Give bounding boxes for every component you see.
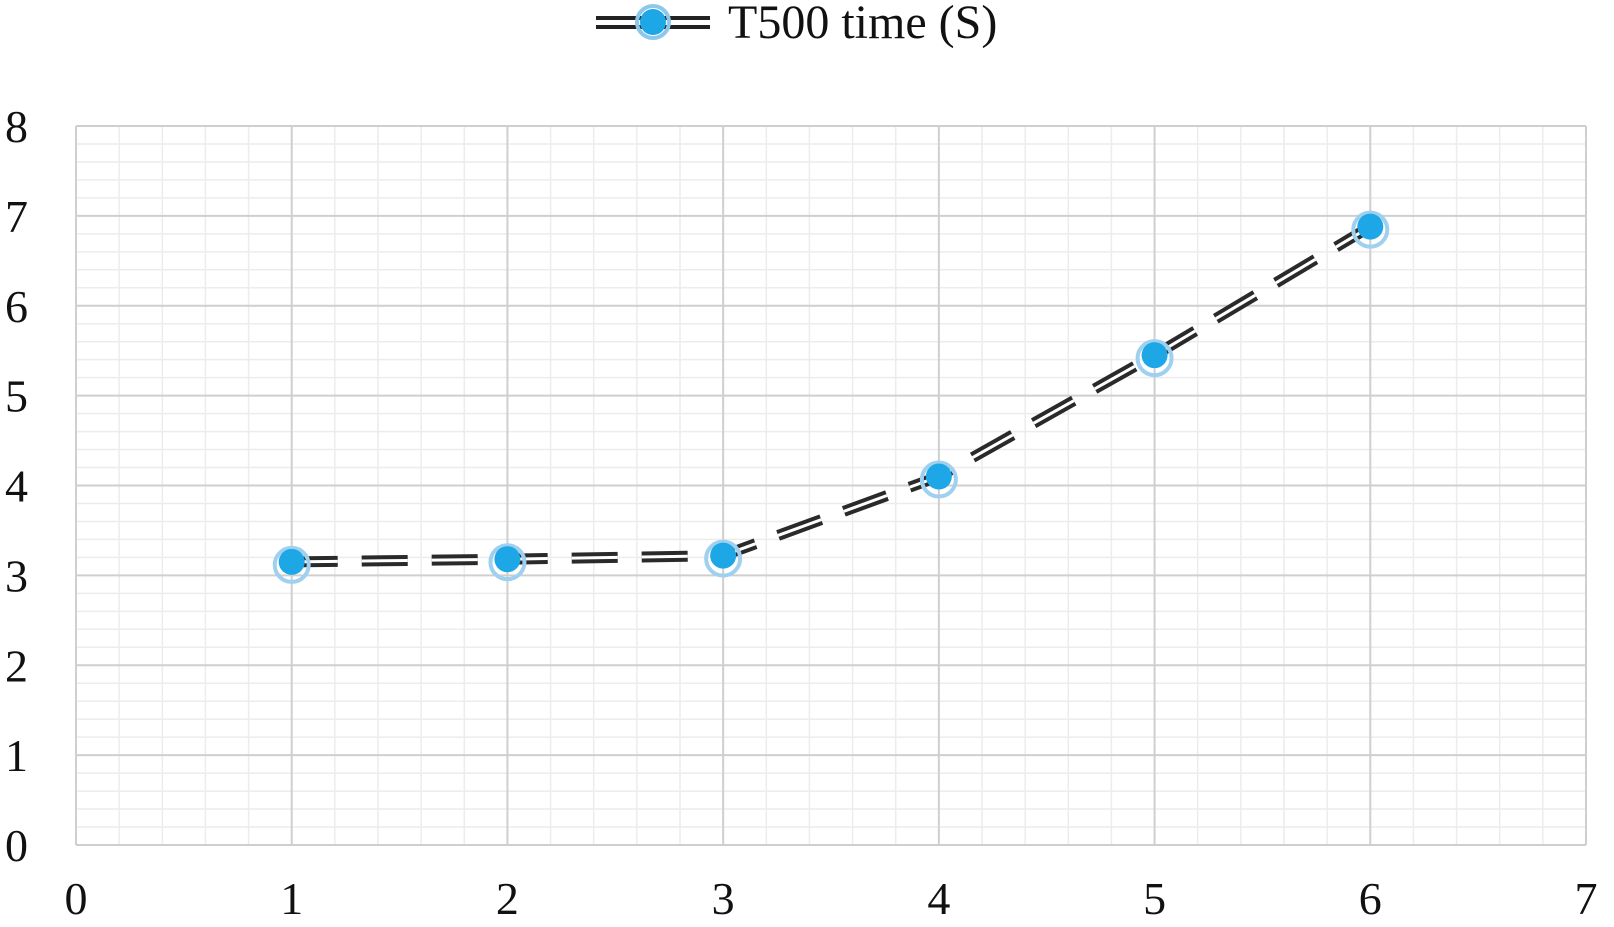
x-tick-label: 1 bbox=[280, 873, 303, 924]
x-tick-label: 6 bbox=[1359, 873, 1382, 924]
x-tick-label: 7 bbox=[1575, 873, 1598, 924]
data-point-marker bbox=[278, 548, 305, 575]
data-point-marker bbox=[494, 546, 521, 573]
data-point bbox=[919, 460, 958, 499]
y-tick-label: 2 bbox=[5, 640, 28, 691]
legend-marker-ring bbox=[635, 4, 671, 40]
y-tick-label: 4 bbox=[5, 461, 28, 512]
y-tick-label: 1 bbox=[5, 730, 28, 781]
y-tick-label: 5 bbox=[5, 371, 28, 422]
x-tick-label: 0 bbox=[65, 873, 88, 924]
x-tick-label: 3 bbox=[712, 873, 735, 924]
y-tick-label: 7 bbox=[5, 191, 28, 242]
data-point-ring bbox=[488, 543, 527, 582]
x-tick-labels: 0 1 2 3 4 5 6 7 bbox=[65, 873, 1598, 924]
data-point-ring bbox=[1135, 339, 1174, 378]
data-point-ring bbox=[919, 460, 958, 499]
series-line bbox=[291, 221, 1374, 568]
x-tick-label: 4 bbox=[927, 873, 950, 924]
legend-label: T500 time (S) bbox=[728, 0, 997, 49]
data-point-marker bbox=[710, 542, 737, 569]
data-point-marker bbox=[925, 463, 952, 490]
y-tick-labels: 0 1 2 3 4 5 6 7 8 bbox=[5, 101, 28, 871]
y-tick-label: 6 bbox=[5, 281, 28, 332]
data-point bbox=[1135, 339, 1174, 378]
legend-marker bbox=[640, 9, 666, 35]
y-tick-label: 3 bbox=[5, 550, 28, 601]
data-points bbox=[272, 210, 1390, 584]
data-point-ring bbox=[704, 539, 743, 578]
data-point bbox=[272, 545, 311, 584]
y-tick-label: 0 bbox=[5, 820, 28, 871]
data-point bbox=[1351, 210, 1390, 249]
data-point-marker bbox=[1357, 213, 1384, 240]
x-tick-label: 2 bbox=[496, 873, 519, 924]
data-point-ring bbox=[272, 545, 311, 584]
x-tick-label: 5 bbox=[1143, 873, 1166, 924]
data-point-marker bbox=[1141, 342, 1168, 369]
legend: T500 time (S) bbox=[596, 0, 997, 49]
series-line-outer bbox=[291, 221, 1374, 568]
data-point-ring bbox=[1351, 210, 1390, 249]
data-point bbox=[488, 543, 527, 582]
major-grid bbox=[75, 125, 1587, 846]
data-point bbox=[704, 539, 743, 578]
series-line-gap bbox=[291, 225, 1372, 564]
y-tick-label: 8 bbox=[5, 101, 28, 152]
